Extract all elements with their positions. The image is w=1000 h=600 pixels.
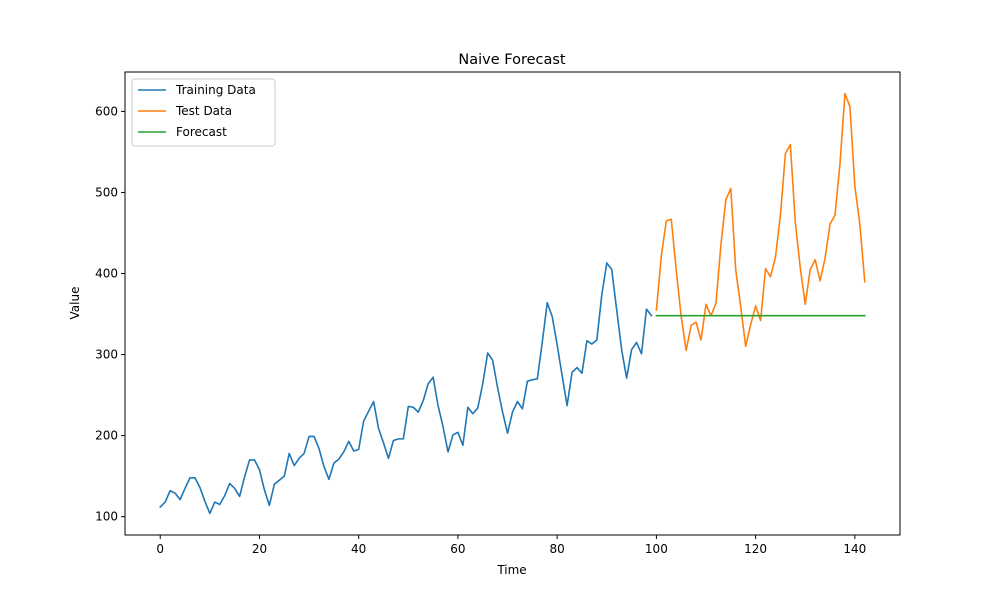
x-tick-label: 60 bbox=[450, 542, 465, 556]
x-tick-label: 40 bbox=[351, 542, 366, 556]
legend-label-test-data: Test Data bbox=[175, 104, 232, 118]
axes-frame bbox=[124, 71, 901, 536]
x-axis-label: Time bbox=[496, 563, 526, 577]
y-tick-label: 400 bbox=[95, 267, 118, 281]
y-tick-label: 200 bbox=[95, 429, 118, 443]
y-tick-label: 300 bbox=[95, 348, 118, 362]
x-tick-label: 80 bbox=[550, 542, 565, 556]
plot-area: 0 20 40 60 80 100 120 140 100 200 300 400 500 600 bbox=[95, 71, 901, 556]
y-tick-label: 600 bbox=[95, 104, 118, 118]
y-tick-label: 500 bbox=[95, 185, 118, 199]
x-tick-label: 120 bbox=[744, 542, 767, 556]
legend-box bbox=[131, 78, 276, 147]
y-axis-label: Value bbox=[68, 287, 82, 320]
x-tick-label: 20 bbox=[252, 542, 267, 556]
legend: Training Data Test Data Forecast bbox=[131, 78, 276, 147]
x-tick-label: 100 bbox=[645, 542, 668, 556]
x-tick-label: 0 bbox=[156, 542, 164, 556]
series-line-test-data bbox=[655, 92, 866, 352]
y-tick-label: 100 bbox=[95, 510, 118, 524]
x-tick-label: 140 bbox=[843, 542, 866, 556]
series-line-training-data bbox=[159, 262, 653, 515]
legend-label-training-data: Training Data bbox=[175, 83, 256, 97]
legend-label-forecast: Forecast bbox=[176, 125, 227, 139]
chart-title: Naive Forecast bbox=[458, 52, 566, 68]
